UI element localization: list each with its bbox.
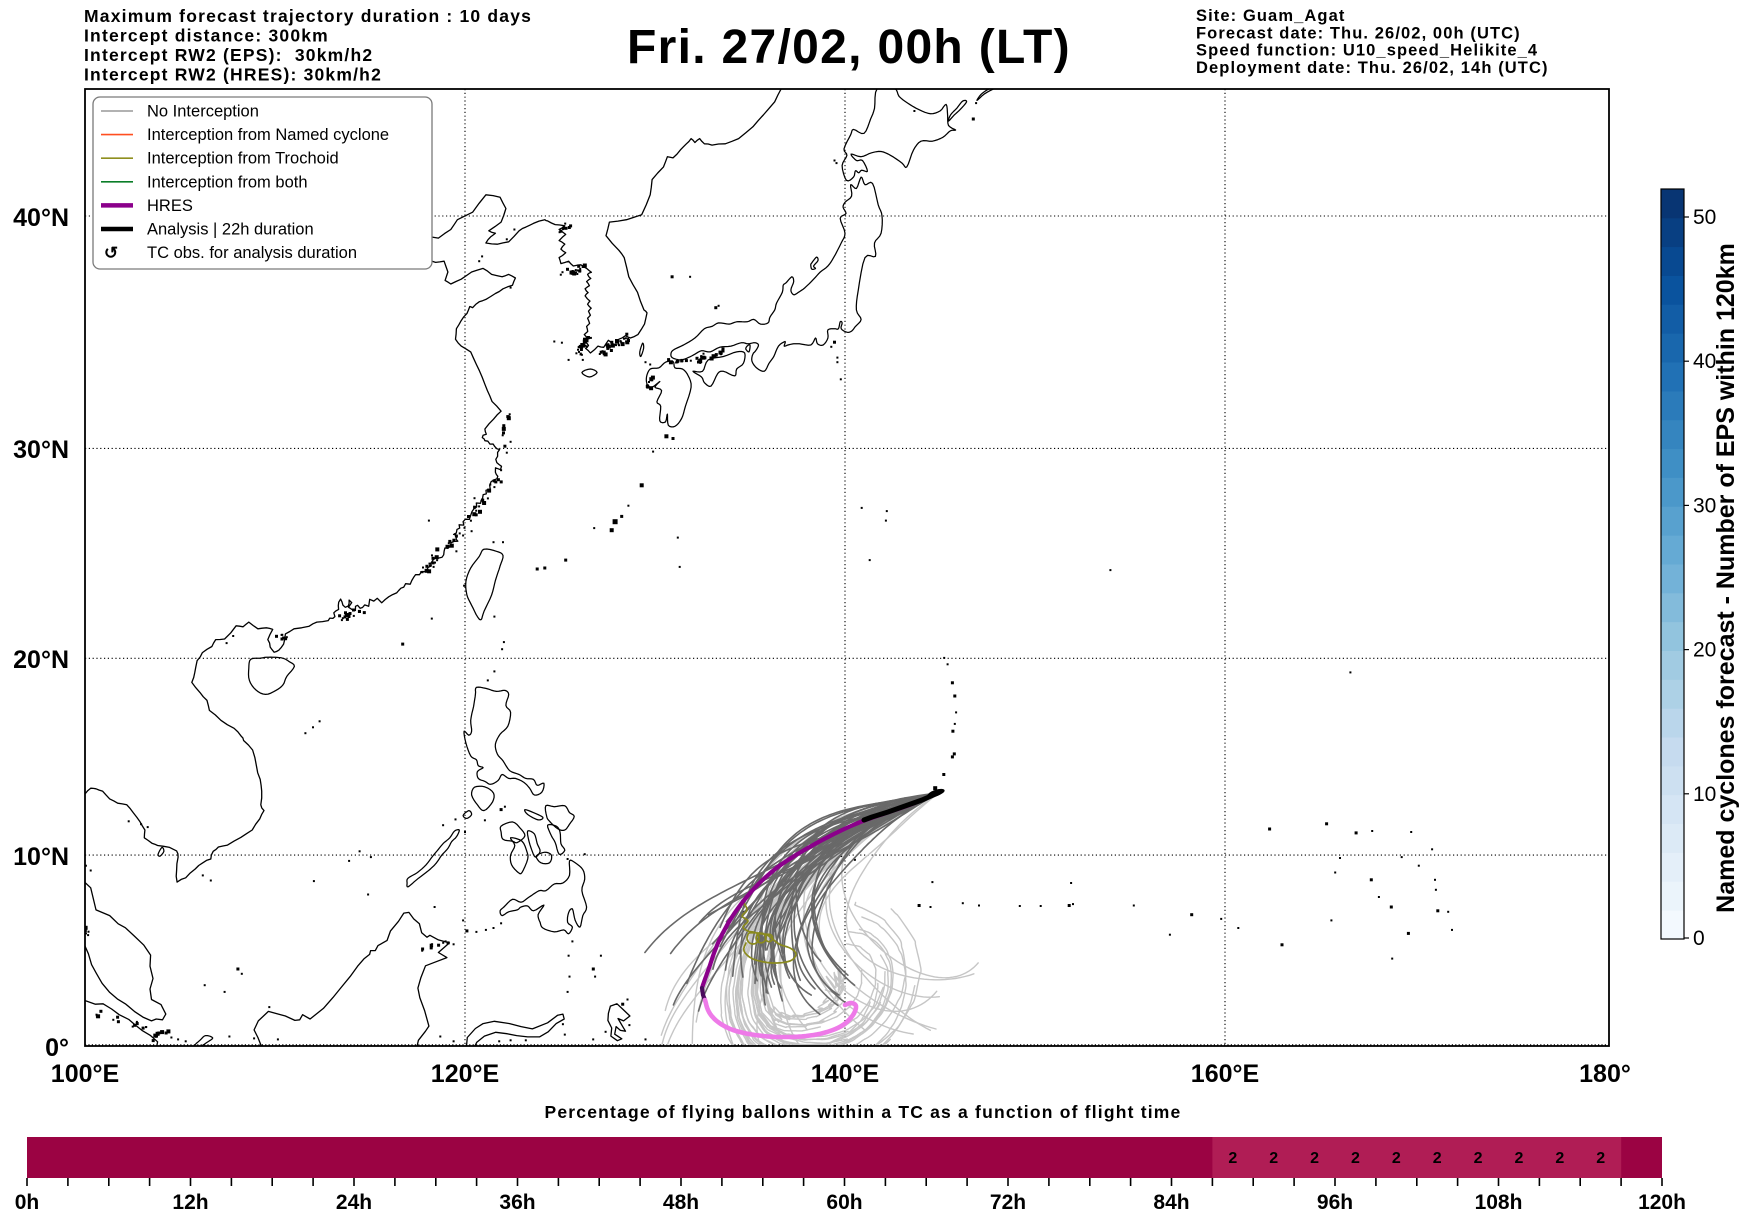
svg-text:2: 2: [1596, 1150, 1605, 1167]
svg-text:20°N: 20°N: [13, 646, 69, 674]
svg-text:60h: 60h: [826, 1191, 862, 1213]
svg-text:2: 2: [1310, 1150, 1319, 1167]
svg-text:Percentage of flying ballons w: Percentage of flying ballons within a TC…: [544, 1102, 1181, 1122]
svg-text:Intercept distance: 300km: Intercept distance: 300km: [84, 26, 329, 46]
svg-text:Fri. 27/02, 00h (LT): Fri. 27/02, 00h (LT): [627, 21, 1071, 74]
svg-text:10: 10: [1693, 783, 1716, 806]
svg-text:24h: 24h: [336, 1191, 372, 1213]
svg-text:Interception from Named cyclon: Interception from Named cyclone: [147, 126, 389, 144]
svg-text:Intercept RW2 (EPS): 30km/h2: Intercept RW2 (EPS): 30km/h2: [84, 45, 373, 65]
svg-text:2: 2: [1392, 1150, 1401, 1167]
svg-text:140°E: 140°E: [811, 1060, 879, 1088]
svg-text:36h: 36h: [499, 1191, 535, 1213]
svg-text:2: 2: [1514, 1150, 1523, 1167]
svg-text:Deployment date: Thu. 26/02, 1: Deployment date: Thu. 26/02, 14h (UTC): [1196, 59, 1549, 77]
svg-text:180°: 180°: [1579, 1060, 1631, 1088]
svg-text:Forecast date: Thu. 26/02, 00h: Forecast date: Thu. 26/02, 00h (UTC): [1196, 24, 1521, 42]
svg-text:84h: 84h: [1153, 1191, 1189, 1213]
svg-text:Site: Guam_Agat: Site: Guam_Agat: [1196, 7, 1345, 25]
svg-text:72h: 72h: [990, 1191, 1026, 1213]
svg-text:2: 2: [1351, 1150, 1360, 1167]
svg-text:Speed function: U10_speed_Heli: Speed function: U10_speed_Helikite_4: [1196, 42, 1538, 60]
svg-text:Interception from both: Interception from both: [147, 173, 308, 191]
svg-text:120°E: 120°E: [431, 1060, 499, 1088]
svg-text:2: 2: [1269, 1150, 1278, 1167]
svg-text:2: 2: [1555, 1150, 1564, 1167]
svg-text:0h: 0h: [15, 1191, 40, 1213]
svg-text:50: 50: [1693, 206, 1716, 229]
svg-text:96h: 96h: [1317, 1191, 1353, 1213]
svg-text:120h: 120h: [1638, 1191, 1686, 1213]
svg-text:30: 30: [1693, 494, 1716, 517]
svg-text:Maximum forecast trajectory du: Maximum forecast trajectory duration : 1…: [84, 6, 532, 26]
svg-text:Named cyclones forecast - Numb: Named cyclones forecast - Number of EPS …: [1712, 243, 1740, 913]
svg-text:0°: 0°: [45, 1034, 69, 1062]
svg-text:160°E: 160°E: [1191, 1060, 1259, 1088]
svg-text:10°N: 10°N: [13, 843, 69, 871]
svg-text:30°N: 30°N: [13, 436, 69, 464]
svg-text:40°N: 40°N: [13, 204, 69, 232]
svg-text:20: 20: [1693, 639, 1716, 662]
svg-text:TC obs. for analysis duration: TC obs. for analysis duration: [147, 244, 357, 262]
svg-text:Analysis | 22h duration: Analysis | 22h duration: [147, 221, 314, 239]
svg-text:HRES: HRES: [147, 197, 193, 215]
svg-text:2: 2: [1228, 1150, 1237, 1167]
svg-text:108h: 108h: [1475, 1191, 1523, 1213]
svg-text:12h: 12h: [172, 1191, 208, 1213]
svg-text:0: 0: [1693, 927, 1705, 950]
svg-text:100°E: 100°E: [51, 1060, 119, 1088]
svg-text:Interception from Trochoid: Interception from Trochoid: [147, 150, 339, 168]
svg-text:2: 2: [1433, 1150, 1442, 1167]
svg-text:2: 2: [1474, 1150, 1483, 1167]
svg-text:↺: ↺: [104, 244, 118, 263]
svg-text:48h: 48h: [663, 1191, 699, 1213]
svg-text:Intercept RW2 (HRES): 30km/h2: Intercept RW2 (HRES): 30km/h2: [84, 65, 382, 85]
svg-text:No Interception: No Interception: [147, 103, 259, 121]
svg-text:40: 40: [1693, 350, 1716, 373]
